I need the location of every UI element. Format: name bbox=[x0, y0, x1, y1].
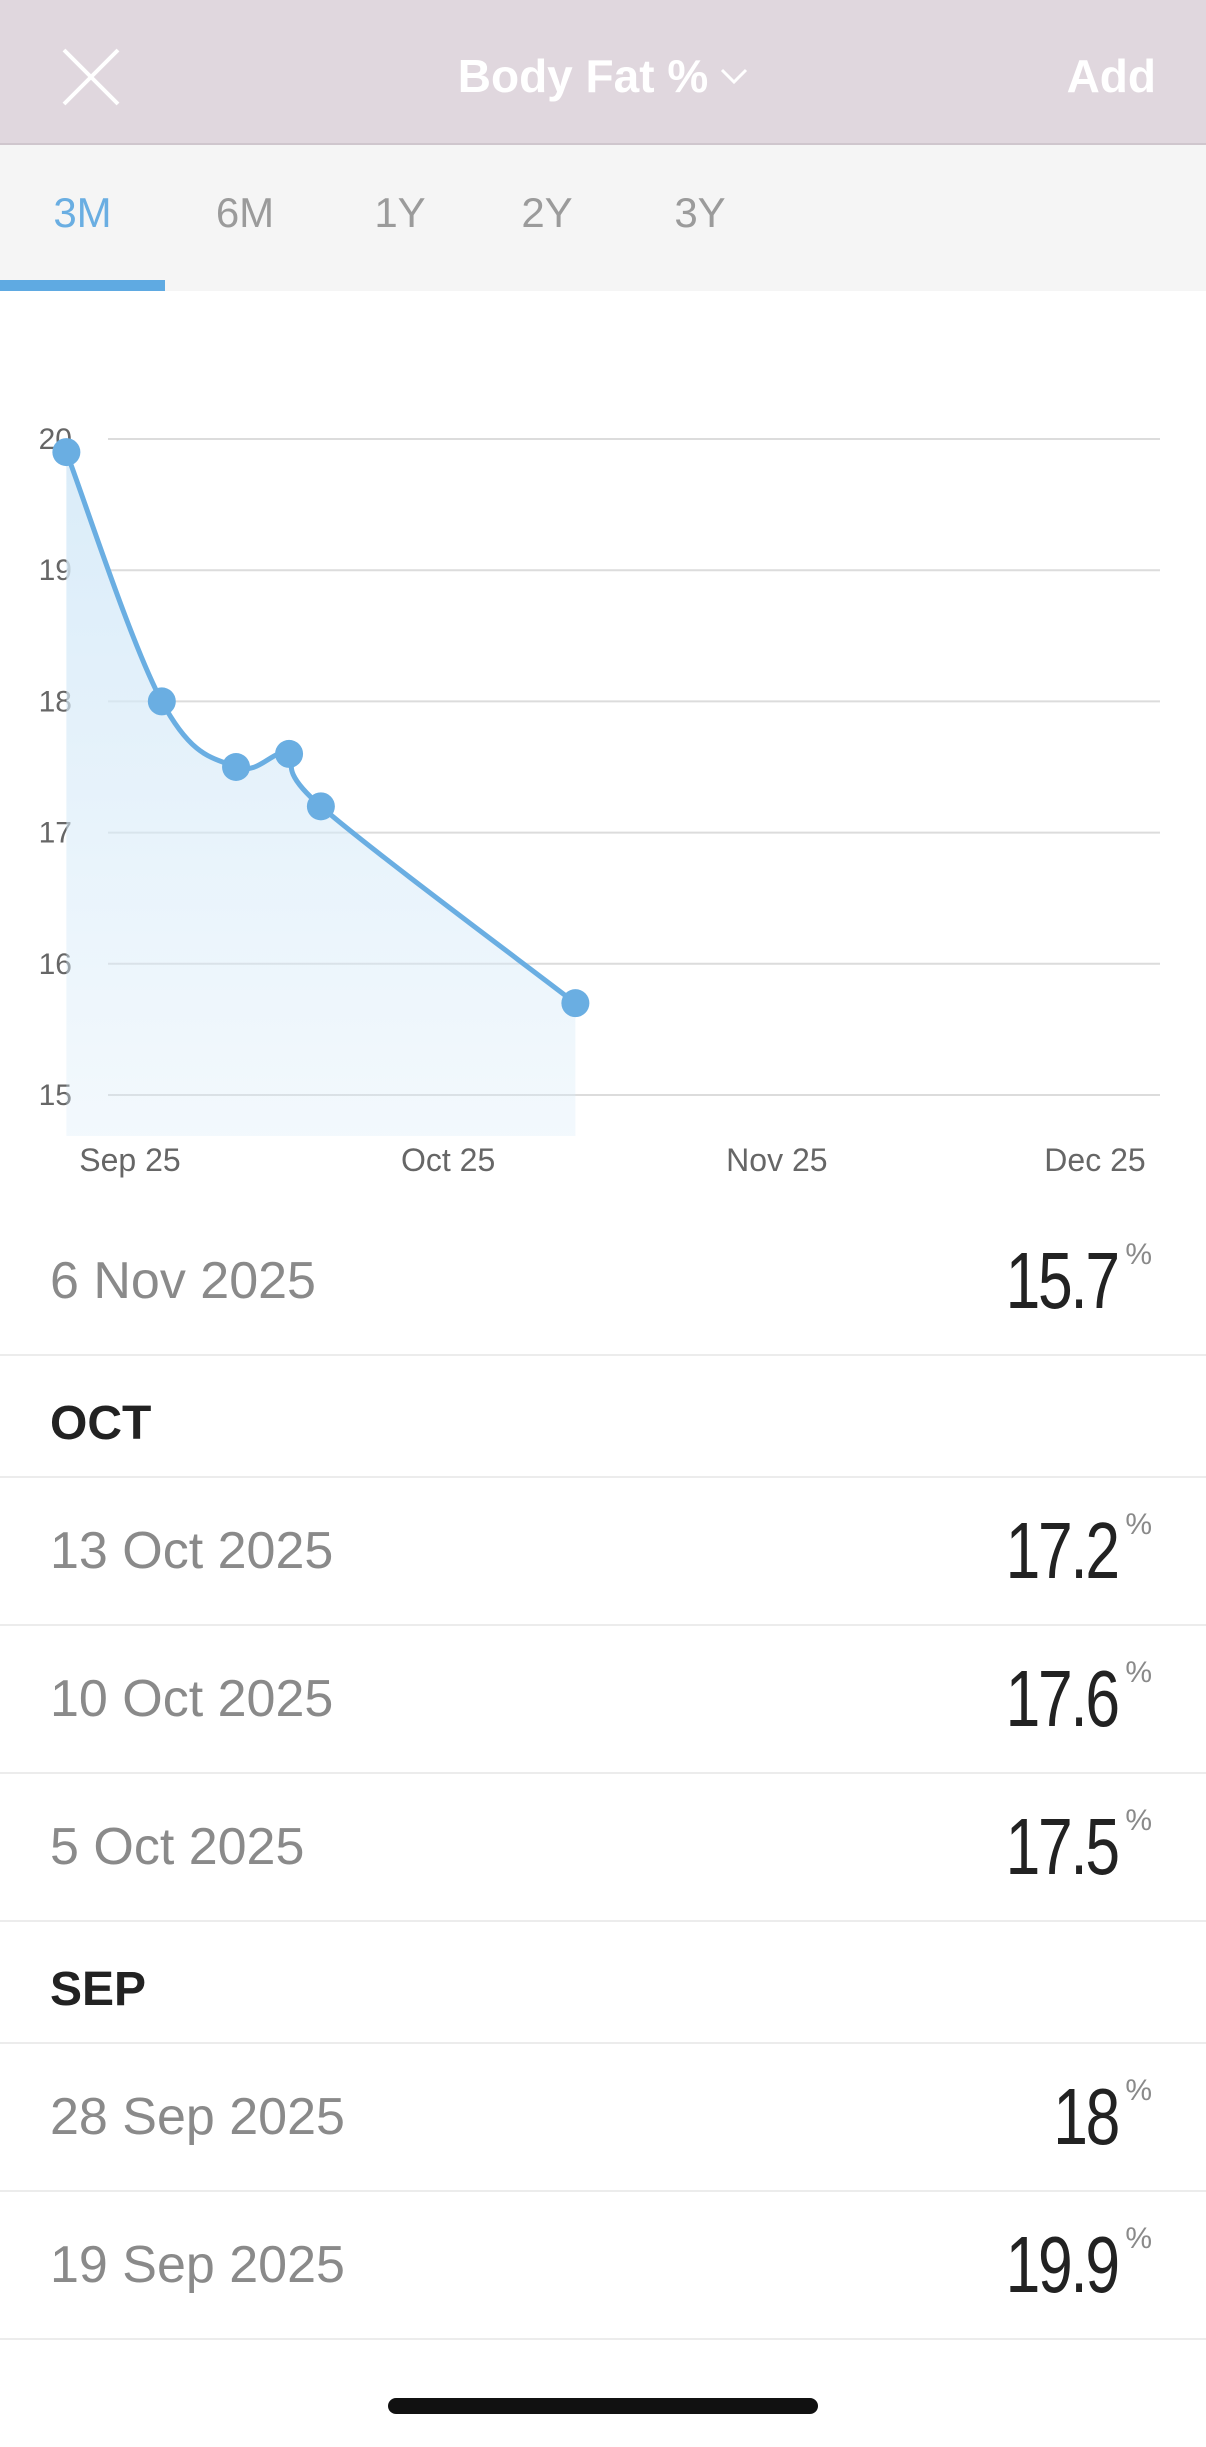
tab-6m[interactable]: 6M bbox=[215, 189, 275, 236]
data-point bbox=[306, 792, 335, 821]
entry-value: 15.7 bbox=[1005, 1236, 1120, 1325]
entry-value: 18 bbox=[1053, 2072, 1120, 2161]
add-button[interactable]: Add bbox=[1066, 50, 1156, 102]
list-item[interactable]: 19 Sep 2025 19.9 % bbox=[0, 2192, 1206, 2340]
list-item[interactable]: 6 Nov 2025 15.7 % bbox=[0, 1208, 1206, 1356]
section-header-sep: SEP bbox=[0, 1922, 1206, 2044]
home-indicator[interactable] bbox=[388, 2398, 818, 2414]
series-area bbox=[66, 452, 576, 1136]
list-item[interactable]: 10 Oct 2025 17.6 % bbox=[0, 1626, 1206, 1774]
chevron-down-icon bbox=[721, 68, 748, 85]
x-tick-label: Nov 25 bbox=[726, 1142, 827, 1178]
data-point bbox=[222, 753, 251, 781]
active-tab-indicator bbox=[0, 280, 165, 291]
tab-3y[interactable]: 3Y bbox=[674, 189, 726, 236]
entry-date: 28 Sep 2025 bbox=[50, 2088, 345, 2146]
body-fat-chart: 20 19 18 17 16 15 Sep 25 Oct 25 Nov 25 Dec 25 bbox=[0, 291, 1206, 1191]
list-item[interactable]: 13 Oct 2025 17.2 % bbox=[0, 1478, 1206, 1626]
list-item[interactable]: 5 Oct 2025 17.5 % bbox=[0, 1774, 1206, 1922]
list-item[interactable]: 28 Sep 2025 18 % bbox=[0, 2044, 1206, 2192]
x-tick-label: Dec 25 bbox=[1044, 1142, 1145, 1178]
page-title: Body Fat % bbox=[457, 50, 709, 102]
tab-1y[interactable]: 1Y bbox=[374, 189, 426, 236]
entry-value: 19.9 bbox=[1005, 2220, 1120, 2309]
close-button[interactable] bbox=[58, 44, 124, 110]
entry-date: 6 Nov 2025 bbox=[50, 1252, 316, 1310]
data-point bbox=[52, 438, 81, 467]
section-header-oct: OCT bbox=[0, 1356, 1206, 1478]
section-header-label: SEP bbox=[50, 1963, 147, 2016]
entry-unit: % bbox=[1125, 1238, 1152, 1271]
entry-value: 17.5 bbox=[1005, 1802, 1120, 1891]
metric-selector[interactable]: Body Fat % bbox=[0, 46, 1206, 106]
entry-unit: % bbox=[1125, 1656, 1152, 1689]
x-tick-label: Oct 25 bbox=[401, 1142, 495, 1178]
entry-unit: % bbox=[1125, 1804, 1152, 1837]
range-tabs: 3M 6M 1Y 2Y 3Y bbox=[0, 145, 1206, 291]
entry-date: 5 Oct 2025 bbox=[50, 1818, 305, 1876]
entry-date: 13 Oct 2025 bbox=[50, 1522, 334, 1580]
data-point bbox=[275, 739, 304, 768]
tab-3m[interactable]: 3M bbox=[53, 189, 112, 236]
entry-unit: % bbox=[1125, 2222, 1152, 2255]
series-line bbox=[64, 451, 577, 1006]
top-bar: Body Fat % Add bbox=[0, 0, 1206, 145]
close-icon bbox=[62, 48, 120, 106]
x-tick-label: Sep 25 bbox=[79, 1142, 180, 1178]
tab-2y[interactable]: 2Y bbox=[521, 189, 573, 236]
entry-unit: % bbox=[1125, 2074, 1152, 2107]
data-point bbox=[147, 687, 176, 716]
entry-value: 17.2 bbox=[1005, 1506, 1120, 1595]
entry-unit: % bbox=[1125, 1508, 1152, 1541]
data-point bbox=[561, 989, 590, 1018]
entry-date: 10 Oct 2025 bbox=[50, 1670, 334, 1728]
entry-date: 19 Sep 2025 bbox=[50, 2236, 345, 2294]
entry-value: 17.6 bbox=[1005, 1654, 1120, 1743]
section-header-label: OCT bbox=[50, 1397, 152, 1450]
